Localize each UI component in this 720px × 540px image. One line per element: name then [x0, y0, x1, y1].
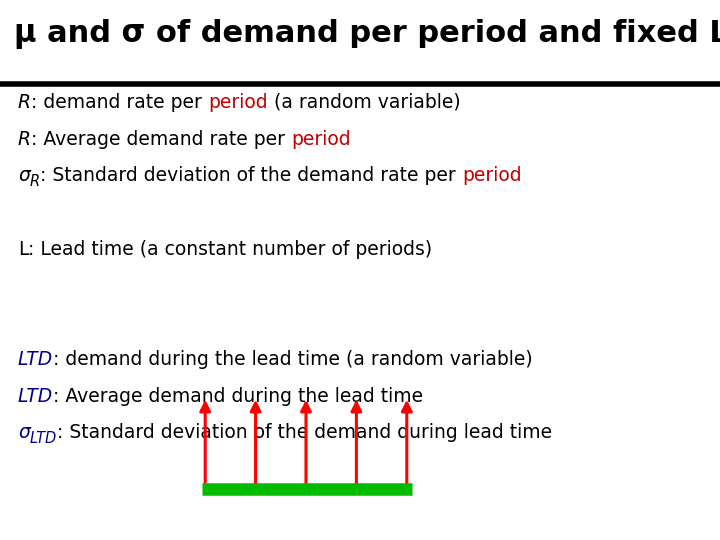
Text: : Average demand during the lead time: : Average demand during the lead time [53, 387, 423, 406]
Text: : Standard deviation of the demand rate per: : Standard deviation of the demand rate … [40, 166, 462, 185]
Text: : Lead time (a constant number of periods): : Lead time (a constant number of period… [29, 240, 433, 259]
Text: : Average demand rate per: : Average demand rate per [31, 130, 291, 148]
Text: (a random variable): (a random variable) [268, 93, 460, 112]
Text: LTD: LTD [18, 350, 53, 369]
Text: : Standard deviation of the demand during lead time: : Standard deviation of the demand durin… [57, 423, 552, 442]
Text: LTD: LTD [30, 431, 57, 446]
Text: 31: 31 [686, 518, 707, 532]
Text: R: R [18, 130, 31, 148]
Text: period: period [291, 130, 351, 148]
Text: period: period [462, 166, 521, 185]
Text: period: period [208, 93, 268, 112]
Text: σ: σ [18, 166, 30, 185]
Text: σ: σ [18, 423, 30, 442]
Text: L: L [18, 240, 29, 259]
Text: R: R [30, 174, 40, 189]
Text: LTD: LTD [18, 387, 53, 406]
Text: : demand during the lead time (a random variable): : demand during the lead time (a random … [53, 350, 533, 369]
Text: Ardavan Asef-Vaziri   Jan.-2016: Ardavan Asef-Vaziri Jan.-2016 [269, 518, 451, 532]
Text: : demand rate per: : demand rate per [31, 93, 208, 112]
Text: Basics Probability Distributions- Uniform: Basics Probability Distributions- Unifor… [13, 518, 251, 532]
Text: μ and σ of demand per period and fixed LT: μ and σ of demand per period and fixed L… [14, 19, 720, 49]
Text: R: R [18, 93, 31, 112]
